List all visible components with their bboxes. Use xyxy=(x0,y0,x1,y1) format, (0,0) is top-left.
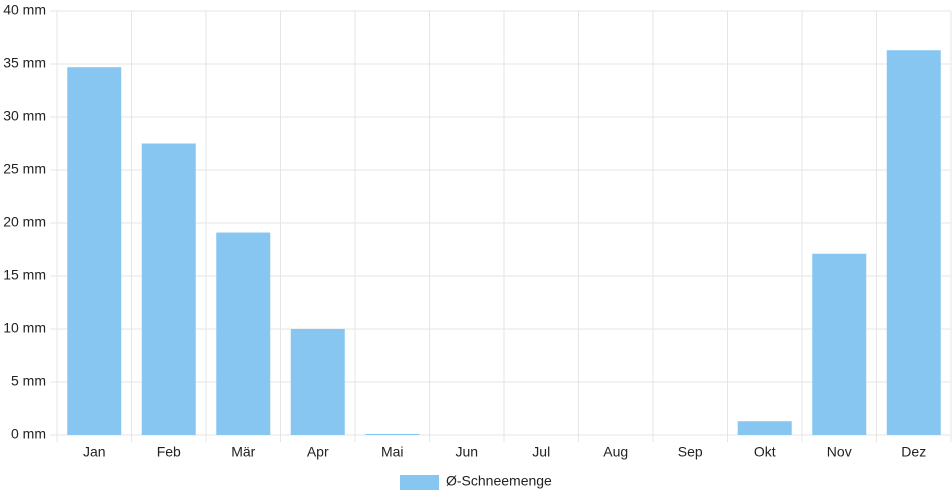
x-tick-label: Jul xyxy=(532,444,550,460)
bar xyxy=(812,253,867,435)
x-tick-label: Nov xyxy=(827,444,852,460)
y-tick-label: 10 mm xyxy=(3,320,46,336)
y-tick-label: 20 mm xyxy=(3,214,46,230)
bar xyxy=(216,232,271,435)
x-tick-label: Jun xyxy=(455,444,478,460)
legend-swatch xyxy=(400,475,439,490)
y-tick-label: 0 mm xyxy=(11,426,46,442)
bar xyxy=(737,421,792,435)
x-tick-label: Okt xyxy=(754,444,776,460)
bar xyxy=(886,50,941,435)
x-tick-label: Sep xyxy=(678,444,703,460)
bar xyxy=(290,329,345,435)
x-tick-label: Feb xyxy=(157,444,181,460)
bar xyxy=(141,143,196,435)
y-tick-label: 35 mm xyxy=(3,55,46,71)
x-tick-label: Aug xyxy=(603,444,628,460)
x-tick-label: Dez xyxy=(901,444,926,460)
x-tick-label: Mär xyxy=(231,444,255,460)
bar xyxy=(365,433,420,435)
bar xyxy=(67,67,122,436)
legend-label: Ø-Schneemenge xyxy=(446,473,552,489)
y-tick-label: 25 mm xyxy=(3,161,46,177)
y-tick-label: 40 mm xyxy=(3,2,46,18)
y-tick-label: 15 mm xyxy=(3,267,46,283)
x-tick-label: Apr xyxy=(307,444,329,460)
y-tick-label: 5 mm xyxy=(11,373,46,389)
y-tick-label: 30 mm xyxy=(3,108,46,124)
x-tick-label: Jan xyxy=(83,444,106,460)
x-tick-label: Mai xyxy=(381,444,404,460)
